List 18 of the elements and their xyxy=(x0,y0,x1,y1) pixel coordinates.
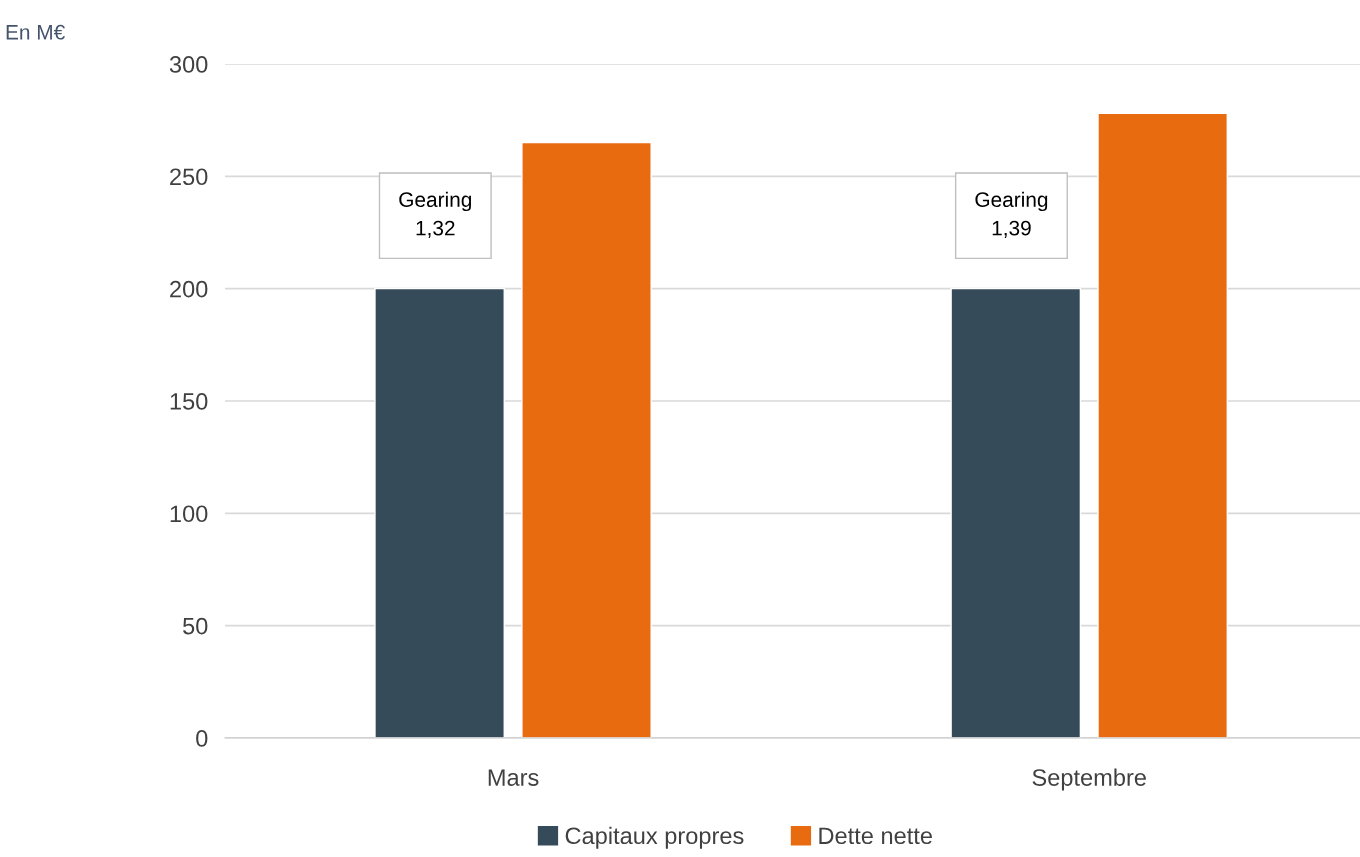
y-tick-label: 300 xyxy=(169,56,208,73)
legend-label: Capitaux propres xyxy=(565,826,744,849)
bar xyxy=(374,287,505,738)
bar xyxy=(1097,112,1229,738)
y-tick-label: 0 xyxy=(196,730,208,747)
y-tick-label: 250 xyxy=(170,168,208,186)
annotation: Gearing 1,39 xyxy=(975,191,1048,238)
bar xyxy=(521,141,652,738)
y-tick-label: 50 xyxy=(183,617,208,635)
text: En M€ xyxy=(6,24,65,40)
x-tick-label: Mars xyxy=(488,769,539,786)
y-tick-label: 100 xyxy=(170,505,208,523)
bar xyxy=(950,287,1082,738)
y-tick-label: 150 xyxy=(170,393,208,410)
y-tick-label: 200 xyxy=(170,280,208,298)
annotation: Gearing 1,32 xyxy=(399,191,472,238)
x-tick-label: Septembre xyxy=(1032,768,1146,791)
legend-label: Dette nette xyxy=(819,827,932,845)
